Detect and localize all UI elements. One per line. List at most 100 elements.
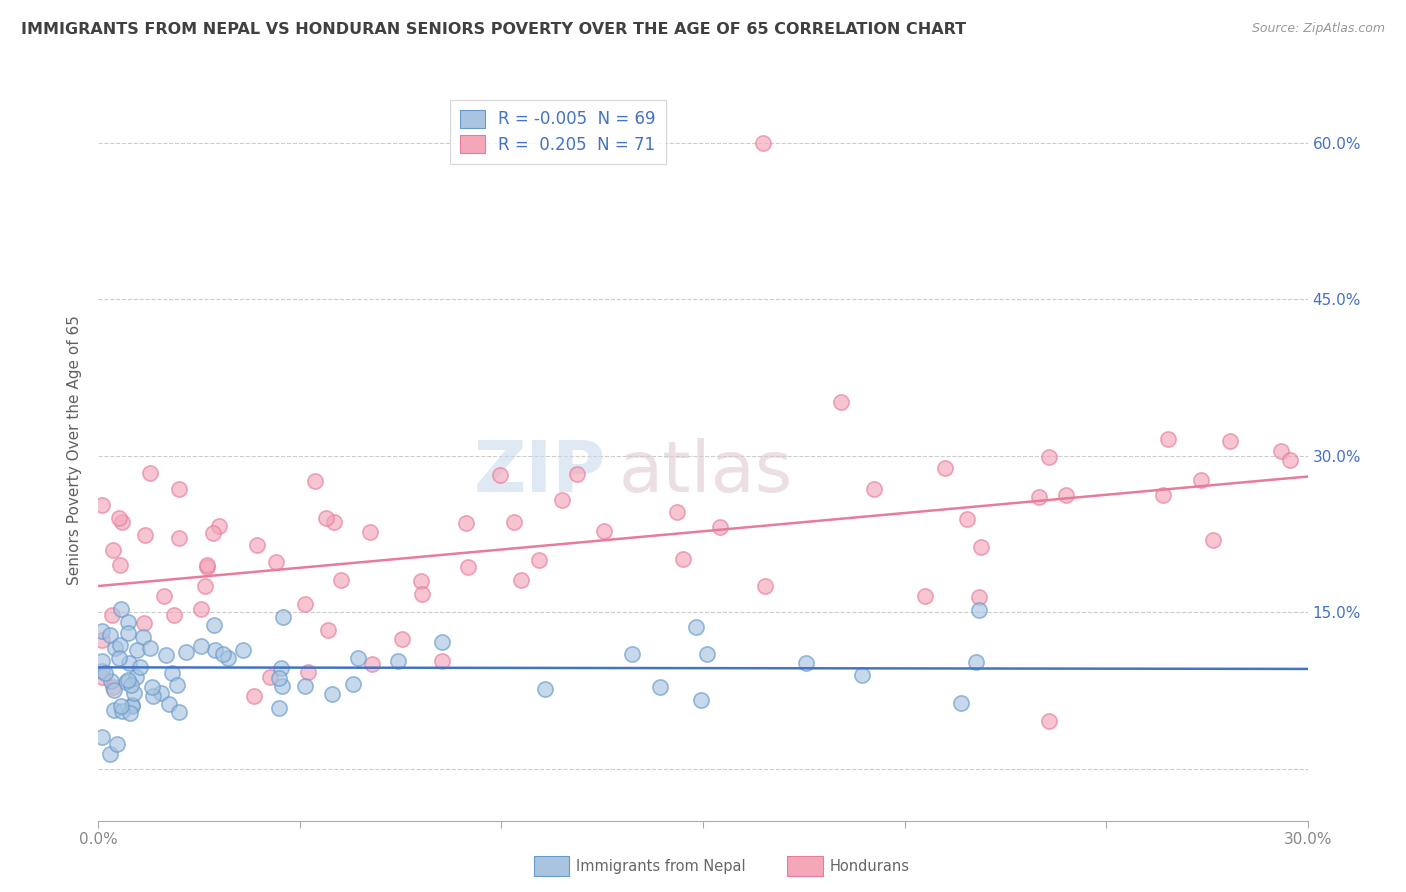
- Point: [103, 683, 125, 698]
- Point: [91, 664, 114, 678]
- Point: [315, 511, 337, 525]
- Point: [432, 635, 454, 649]
- Point: [665, 505, 688, 519]
- Point: [91, 670, 114, 684]
- Y-axis label: Seniors Poverty Over the Age of 65: Seniors Poverty Over the Age of 65: [67, 316, 83, 585]
- Point: [139, 640, 162, 655]
- Point: [166, 678, 188, 692]
- Point: [709, 520, 731, 534]
- Point: [91, 633, 114, 648]
- Point: [752, 136, 775, 150]
- Legend: R = -0.005  N = 69, R =  0.205  N = 71: R = -0.005 N = 69, R = 0.205 N = 71: [450, 100, 666, 164]
- Point: [969, 540, 991, 554]
- Point: [851, 668, 873, 682]
- Point: [271, 610, 294, 624]
- Point: [267, 700, 290, 714]
- Point: [432, 654, 454, 668]
- Point: [949, 696, 972, 710]
- Point: [232, 643, 254, 657]
- Point: [409, 574, 432, 589]
- Point: [411, 587, 433, 601]
- Point: [125, 642, 148, 657]
- Point: [105, 737, 128, 751]
- Point: [204, 617, 226, 632]
- Point: [118, 656, 141, 670]
- Point: [318, 623, 340, 637]
- Point: [98, 627, 121, 641]
- Point: [104, 641, 127, 656]
- Point: [1054, 487, 1077, 501]
- Point: [141, 680, 163, 694]
- Point: [167, 531, 190, 545]
- Point: [157, 697, 180, 711]
- Point: [108, 650, 131, 665]
- Point: [190, 639, 212, 653]
- Point: [91, 655, 114, 669]
- Point: [121, 698, 143, 713]
- Point: [121, 698, 143, 712]
- Point: [794, 656, 817, 670]
- Point: [967, 590, 990, 604]
- Point: [128, 660, 150, 674]
- Point: [197, 558, 219, 572]
- Point: [294, 679, 316, 693]
- Point: [91, 731, 114, 745]
- Point: [103, 542, 125, 557]
- Point: [259, 670, 281, 684]
- Point: [169, 705, 191, 719]
- Point: [914, 590, 936, 604]
- Point: [149, 686, 172, 700]
- Point: [696, 648, 718, 662]
- Point: [534, 681, 557, 696]
- Point: [134, 528, 156, 542]
- Point: [110, 699, 132, 714]
- Point: [489, 468, 512, 483]
- Point: [201, 526, 224, 541]
- Text: Immigrants from Nepal: Immigrants from Nepal: [576, 859, 747, 873]
- Point: [120, 678, 142, 692]
- Point: [100, 674, 122, 689]
- Point: [1156, 433, 1178, 447]
- Point: [690, 693, 713, 707]
- Point: [321, 687, 343, 701]
- Point: [94, 666, 117, 681]
- Point: [529, 552, 551, 566]
- Point: [160, 665, 183, 680]
- Point: [195, 559, 218, 574]
- Point: [125, 670, 148, 684]
- Point: [132, 630, 155, 644]
- Point: [456, 516, 478, 530]
- Point: [1028, 490, 1050, 504]
- Point: [155, 648, 177, 663]
- Point: [457, 559, 479, 574]
- Point: [117, 615, 139, 629]
- Point: [264, 555, 287, 569]
- Point: [621, 647, 644, 661]
- Point: [550, 493, 572, 508]
- Point: [176, 645, 198, 659]
- Point: [1279, 453, 1302, 467]
- Point: [863, 483, 886, 497]
- Point: [117, 673, 139, 688]
- Point: [648, 680, 671, 694]
- Point: [117, 626, 139, 640]
- Point: [329, 573, 352, 587]
- Point: [269, 671, 291, 685]
- Point: [361, 657, 384, 671]
- Point: [153, 590, 176, 604]
- Point: [969, 603, 991, 617]
- Point: [211, 648, 233, 662]
- Point: [359, 524, 381, 539]
- Point: [685, 620, 707, 634]
- Point: [1219, 434, 1241, 448]
- Point: [391, 632, 413, 647]
- Point: [208, 518, 231, 533]
- Point: [672, 552, 695, 566]
- Point: [956, 512, 979, 526]
- Point: [110, 704, 132, 718]
- Point: [1270, 444, 1292, 458]
- Point: [503, 515, 526, 529]
- Point: [103, 703, 125, 717]
- Point: [110, 558, 132, 572]
- Point: [347, 650, 370, 665]
